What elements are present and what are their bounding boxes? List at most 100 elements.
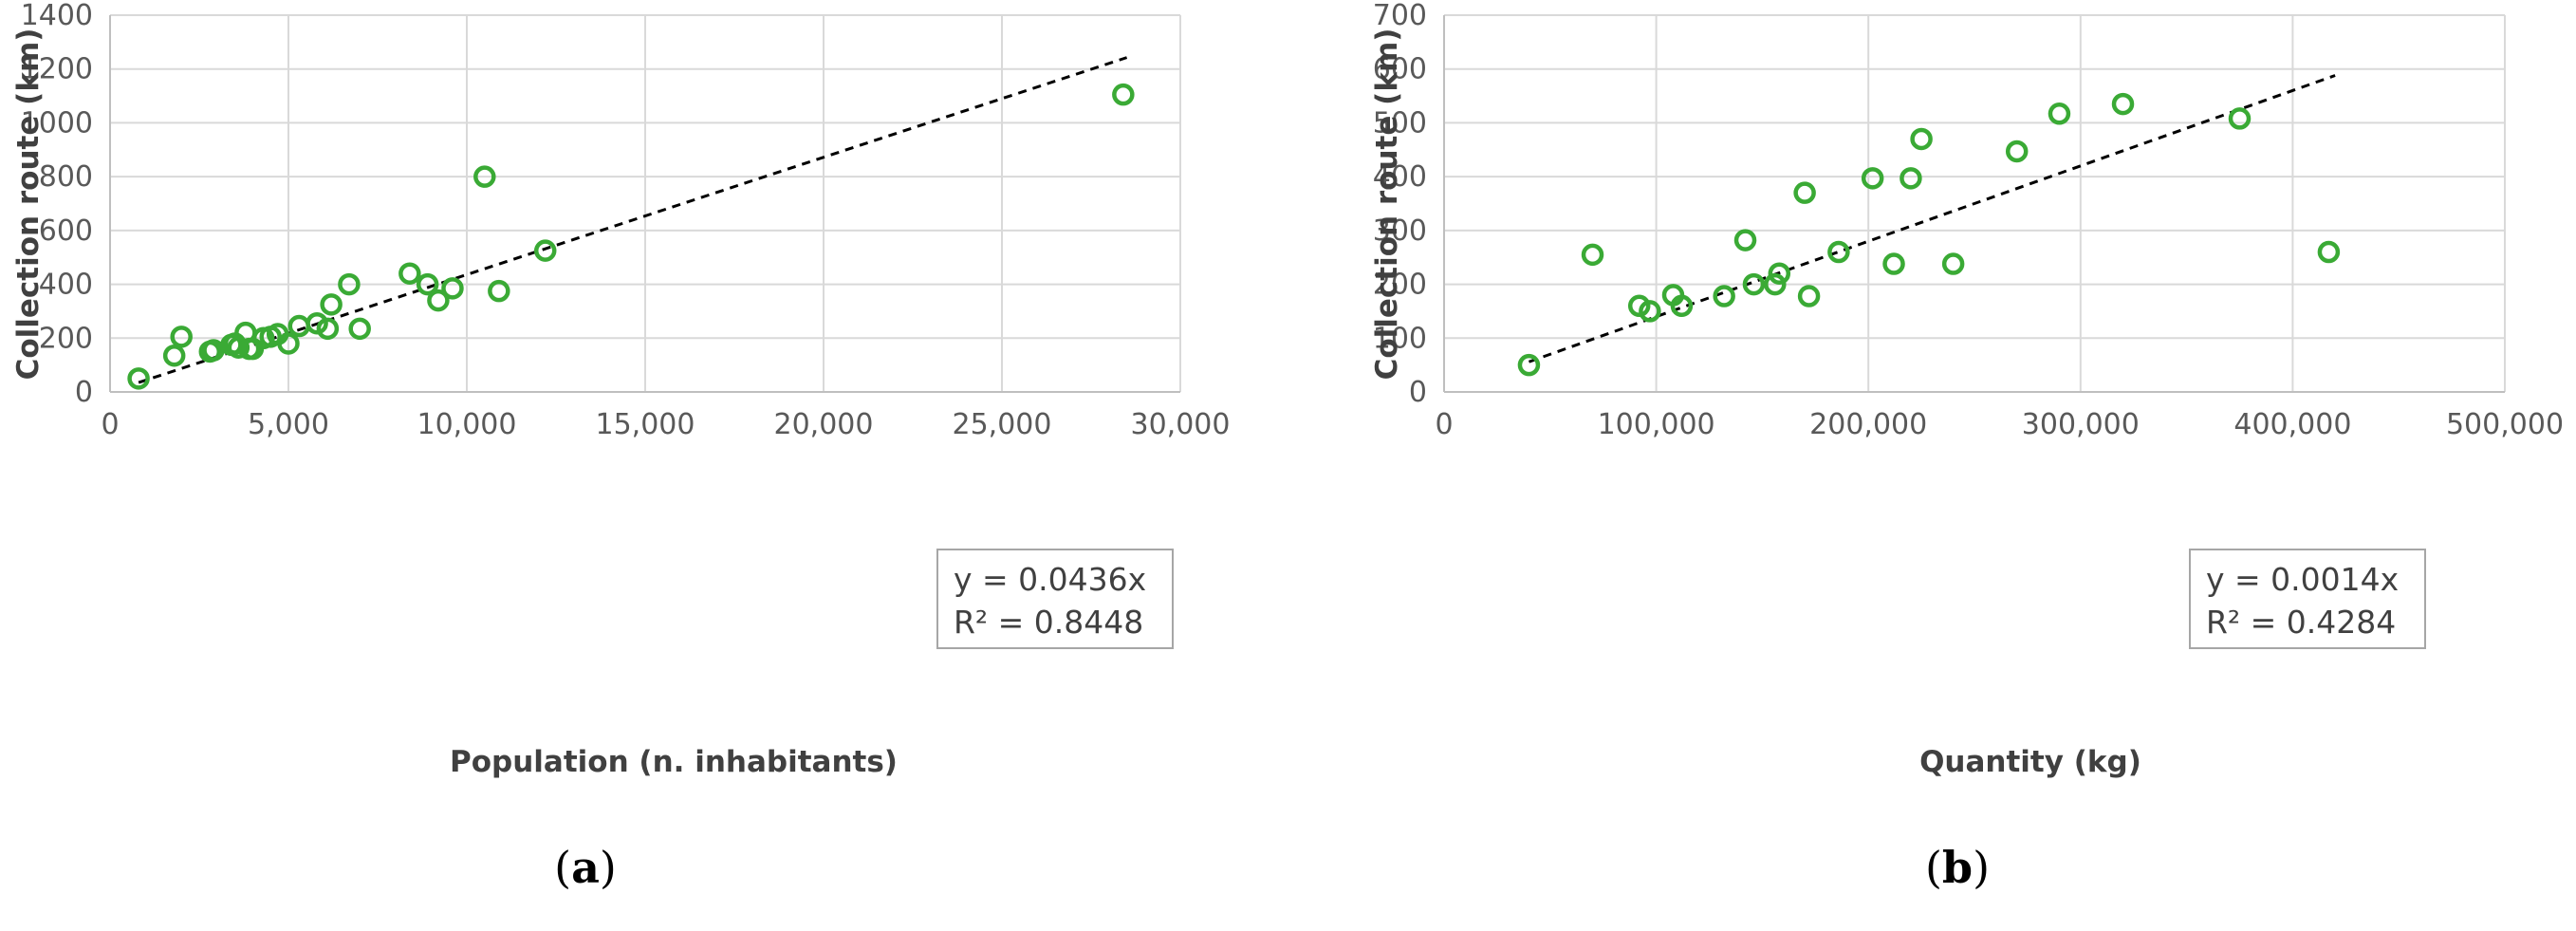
chart-b-y-tick-label: 600: [1373, 53, 1427, 86]
chart-a-panel-close: ): [600, 842, 617, 893]
chart-b-data-point: [1733, 229, 1757, 251]
chart-b-y-tick-label: 200: [1373, 269, 1427, 302]
chart-a-equation: y = 0.0436x: [954, 561, 1146, 598]
chart-b-y-tick-label: 100: [1373, 322, 1427, 355]
chart-b-x-tick-label: 300,000: [2022, 408, 2140, 441]
chart-b-equation-box: [2189, 549, 2426, 649]
chart-a-panel-label: (a): [554, 842, 617, 893]
chart-a-data-point: [127, 367, 150, 390]
chart-a-data-point: [416, 272, 439, 296]
chart-a-x-tick-label: 10,000: [417, 408, 517, 441]
chart-a-x-tick-label: 25,000: [953, 408, 1052, 441]
chart-b-data-point: [1639, 300, 1661, 323]
chart-a-axes: [109, 15, 1180, 393]
chart-a-data-point: [320, 293, 343, 316]
chart-a-panel-letter: a: [571, 842, 600, 893]
chart-b-data-point: [2317, 240, 2341, 264]
chart-a-data-point: [398, 262, 421, 285]
chart-b-panel-letter: b: [1942, 842, 1973, 893]
chart-a-y-tick-label: 0: [75, 376, 93, 409]
chart-b-panel-open: (: [1925, 842, 1942, 893]
chart-a-y-tick-label: 200: [39, 322, 93, 355]
chart-a-data-point: [348, 317, 371, 341]
chart-b-x-tick-label: 200,000: [1809, 408, 1927, 441]
chart-b-data-point: [1768, 262, 1791, 285]
chart-a-x-tick-label: 5,000: [248, 408, 329, 441]
chart-a-y-ticks: 0 200 400 600 800 1000 1200 1400: [21, 0, 93, 409]
chart-b-y-tick-label: 300: [1373, 214, 1427, 248]
chart-a-y-tick-label: 1000: [21, 106, 93, 140]
chart-b-points: [1517, 92, 2341, 377]
chart-a-equation-box: [936, 549, 1174, 649]
chart-a-panel-open: (: [554, 842, 571, 893]
chart-b-x-tick-label: 0: [1435, 408, 1453, 441]
chart-b-panel-close: ): [1973, 842, 1990, 893]
chart-a-data-point: [306, 311, 328, 335]
chart-a-y-tick-label: 400: [39, 269, 93, 302]
chart-a-y-tick-label: 600: [39, 214, 93, 248]
chart-a-y-tick-label: 1400: [21, 0, 93, 32]
chart-a-data-point: [287, 314, 311, 338]
chart-b-data-point: [1900, 167, 1922, 190]
chart-b-data-point: [1793, 181, 1816, 204]
chart-b-y-tick-label: 700: [1373, 0, 1427, 32]
chart-a-r-squared: R² = 0.8448: [954, 604, 1143, 641]
chart-b-x-ticks: 0 100,000 200,000 300,000 400,000 500,000: [1435, 408, 2564, 441]
chart-a-x-ticks: 0 5,000 10,000 15,000 20,000 25,000 30,000: [101, 408, 1230, 441]
chart-b-data-point: [1910, 127, 1933, 151]
chart-a-x-axis-label: Population (n. inhabitants): [450, 745, 898, 779]
chart-b-y-tick-label: 400: [1373, 160, 1427, 194]
chart-a-gridlines: [110, 14, 1181, 392]
chart-b-x-tick-label: 100,000: [1598, 408, 1715, 441]
chart-a-data-point: [162, 344, 186, 367]
chart-b-data-point: [1764, 272, 1787, 296]
chart-b-data-point: [2228, 107, 2252, 130]
chart-b-x-axis-label: Quantity (kg): [1919, 745, 2141, 779]
chart-a-data-point: [473, 165, 496, 188]
chart-a-trendline: [138, 56, 1128, 384]
chart-b-data-point: [2111, 92, 2135, 116]
chart-b-y-ticks: 0 100 200 300 400 500 600 700: [1373, 0, 1427, 409]
chart-b-data-point: [1742, 272, 1766, 296]
chart-b-data-point: [2048, 102, 2071, 125]
chart-b-panel-label: (b): [1925, 842, 1990, 893]
chart-b-trendline: [1528, 74, 2336, 363]
chart-a-data-point: [427, 289, 450, 312]
chart-a-data-point: [533, 239, 557, 262]
chart-b-data-point: [1797, 285, 1821, 307]
chart-b-data-point: [1941, 252, 1965, 275]
chart-a-points: [127, 83, 1135, 390]
chart-a-x-tick-label: 30,000: [1131, 408, 1231, 441]
chart-a-y-tick-label: 800: [39, 160, 93, 194]
chart-a-data-point: [1112, 83, 1135, 106]
chart-b-data-point: [1713, 285, 1735, 307]
chart-b-y-tick-label: 500: [1373, 106, 1427, 140]
chart-b-data-point: [1827, 240, 1850, 264]
chart-b-data-point: [1581, 243, 1604, 267]
chart-b-data-point: [1627, 294, 1651, 318]
chart-b-y-axis-label: Collection route (km): [1370, 28, 1404, 381]
chart-b-equation: y = 0.0014x: [2206, 561, 2399, 598]
chart-a-data-point: [338, 272, 361, 296]
chart-a-x-tick-label: 15,000: [596, 408, 695, 441]
chart-b-axes: [1443, 15, 2505, 393]
chart-b-data-point: [1861, 167, 1884, 190]
chart-a-data-point: [170, 326, 193, 348]
chart-b-r-squared: R² = 0.4284: [2206, 604, 2396, 641]
chart-b-x-tick-label: 400,000: [2233, 408, 2351, 441]
chart-b-data-point: [1882, 252, 1905, 275]
chart-b-y-tick-label: 0: [1409, 376, 1427, 409]
chart-b-data-point: [1517, 353, 1541, 377]
chart-a-data-point: [441, 277, 464, 300]
chart-a-y-tick-label: 1200: [21, 53, 93, 86]
chart-b-gridlines: [1444, 14, 2506, 392]
chart-a-trendline-group: [138, 56, 1128, 384]
chart-b-data-point: [1670, 294, 1694, 318]
chart-a: 0 200 400 600 800 1000 1200 1400 0 5,000 10,000 15…: [11, 0, 1230, 893]
chart-a-x-tick-label: 0: [101, 408, 119, 441]
chart-a-data-point: [277, 332, 300, 355]
chart-a-data-point: [316, 317, 340, 341]
chart-a-y-axis-label: Collection route (km): [11, 28, 46, 381]
chart-b-data-point: [2005, 140, 2029, 163]
